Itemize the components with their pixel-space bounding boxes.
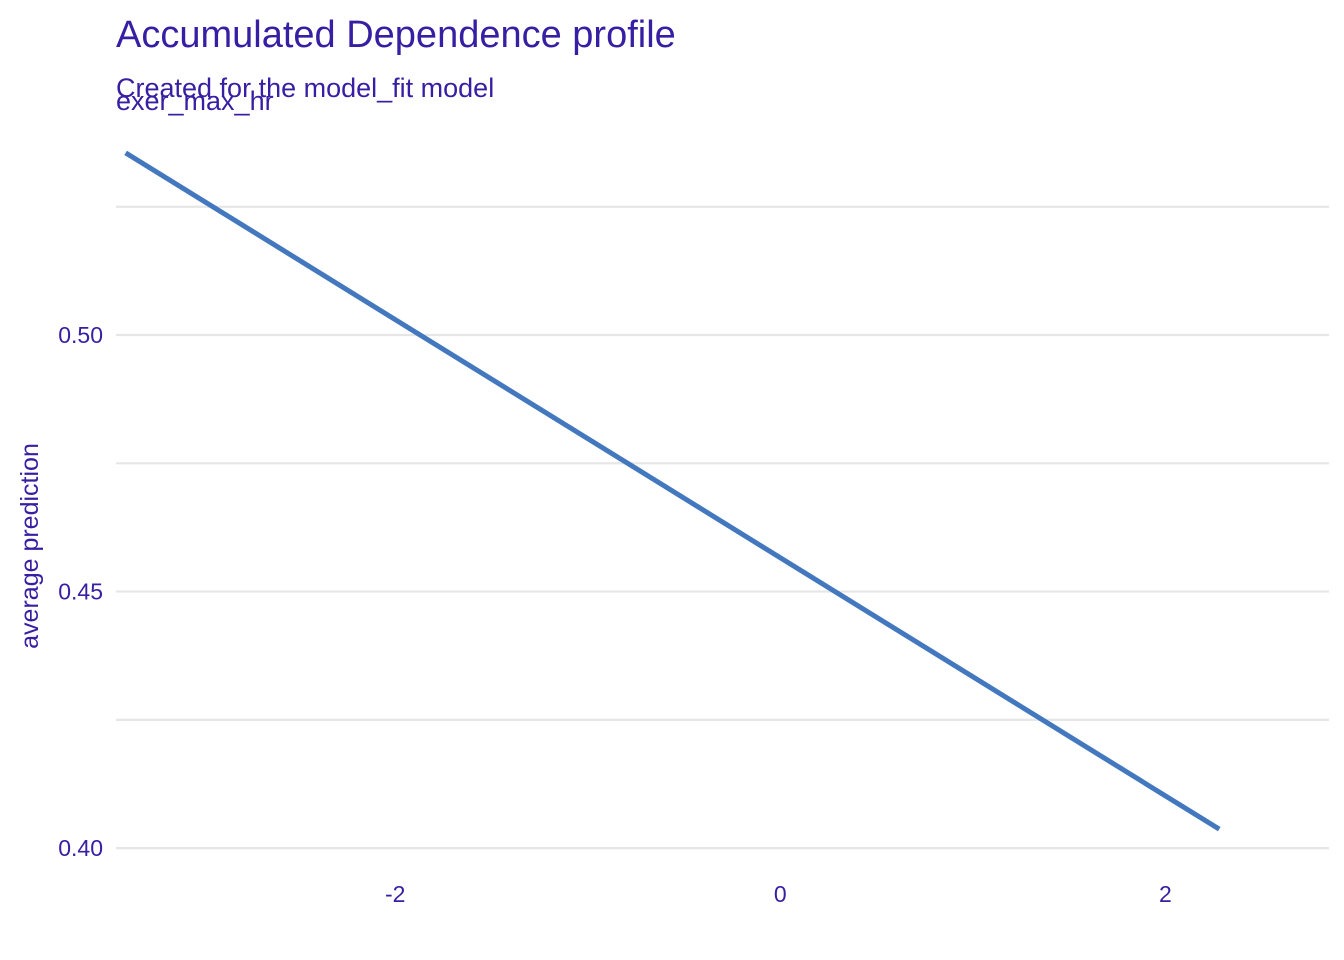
chart-title: Accumulated Dependence profile (116, 14, 676, 56)
y-tick-label-1: 0.45 (58, 579, 103, 605)
tick-layer: 0.40 0.45 0.50 -2 0 2 (58, 322, 1172, 907)
x-tick-label-2: 2 (1159, 881, 1172, 907)
series-layer (124, 150, 1221, 832)
x-tick-label-1: 0 (774, 881, 787, 907)
y-axis-label: average prediction (16, 443, 44, 649)
y-tick-label-0: 0.40 (58, 835, 103, 861)
y-tick-label-2: 0.50 (58, 322, 103, 348)
series-line-0 (124, 150, 1221, 832)
chart-subtitle: Created for the model_fit model (116, 73, 495, 103)
facet-label: exer_max_hr (116, 86, 274, 116)
grid-layer (116, 205, 1329, 850)
x-tick-label-0: -2 (385, 881, 405, 907)
